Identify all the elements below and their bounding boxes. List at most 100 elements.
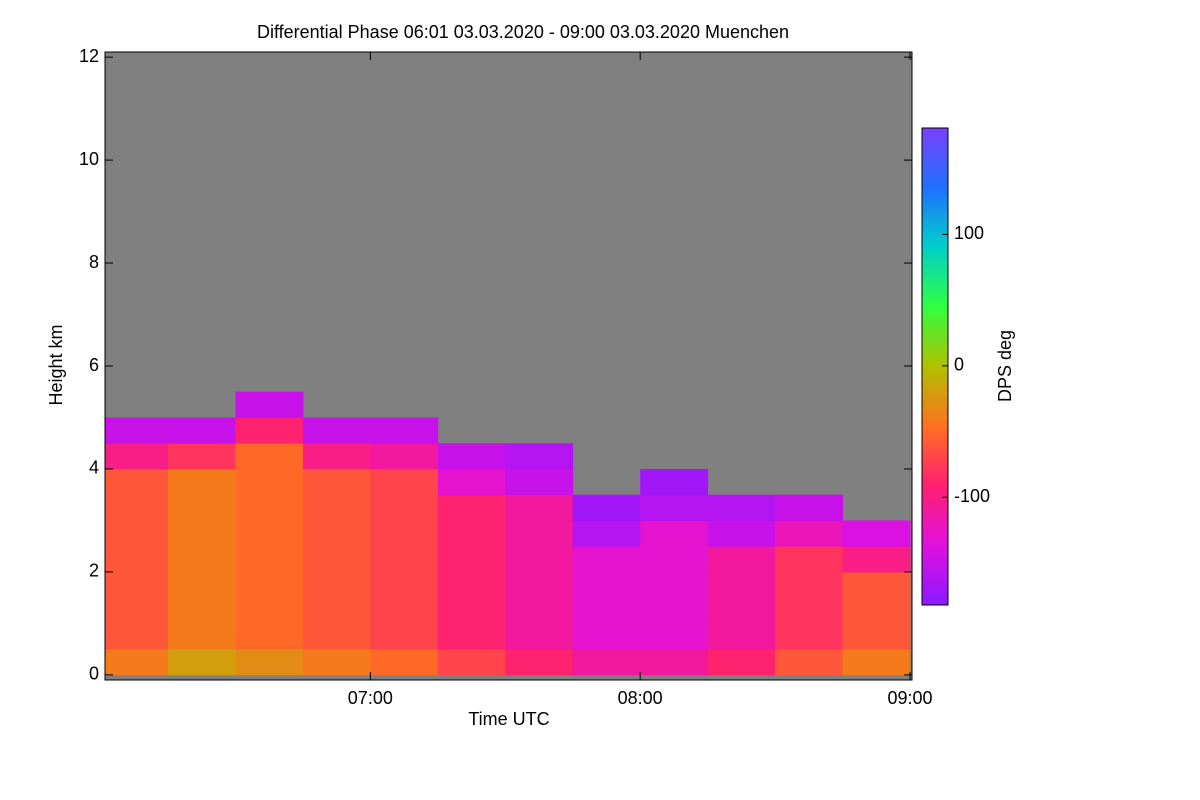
heatmap-cell <box>572 520 641 547</box>
heatmap-cell <box>505 597 574 624</box>
heatmap-cell <box>572 597 641 624</box>
heatmap-cell <box>370 623 439 650</box>
heatmap-cell <box>235 391 304 418</box>
y-tick-label: 8 <box>89 252 99 272</box>
heatmap-cell <box>370 571 439 599</box>
y-tick-label: 10 <box>79 149 99 169</box>
heatmap-cell <box>167 417 236 444</box>
heatmap-cell <box>167 649 236 676</box>
heatmap-cell <box>437 571 506 599</box>
heatmap-cell <box>105 494 169 521</box>
heatmap-cell <box>302 494 371 521</box>
heatmap-cell <box>707 623 776 650</box>
heatmap-cell <box>775 597 844 624</box>
heatmap-cell <box>505 546 574 573</box>
heatmap-cell <box>235 597 304 624</box>
heatmap-cell <box>105 571 169 599</box>
heatmap-cell <box>302 520 371 547</box>
heatmap-cell <box>235 494 304 521</box>
heatmap-cell <box>707 597 776 624</box>
heatmap-cell <box>235 623 304 650</box>
heatmap-cell <box>842 649 911 676</box>
x-axis-label: Time UTC <box>468 709 549 729</box>
heatmap-cell <box>437 494 506 521</box>
y-axis-label: Height km <box>46 324 66 405</box>
heatmap-cell <box>235 468 304 496</box>
heatmap-cell <box>707 546 776 573</box>
heatmap-cell <box>302 468 371 496</box>
heatmap-cell <box>235 520 304 547</box>
heatmap-cell <box>370 494 439 521</box>
heatmap-cell <box>302 443 371 470</box>
heatmap-cell <box>167 443 236 470</box>
colorbar-tick-label: 100 <box>954 223 984 243</box>
heatmap-cell <box>437 649 506 676</box>
heatmap-cell <box>505 494 574 521</box>
heatmap-cell <box>640 623 709 650</box>
heatmap-cell <box>167 494 236 521</box>
heatmap-cell <box>167 546 236 573</box>
heatmap-cell <box>437 623 506 650</box>
heatmap-cell <box>370 417 439 444</box>
heatmap-cell <box>235 417 304 444</box>
heatmap-cell <box>572 546 641 573</box>
y-tick-label: 2 <box>89 561 99 581</box>
heatmap-cell <box>302 623 371 650</box>
heatmap-cell <box>572 494 641 521</box>
heatmap-cell <box>505 623 574 650</box>
heatmap-cell <box>105 546 169 573</box>
heatmap-cell <box>302 649 371 676</box>
x-tick-label: 08:00 <box>618 688 663 708</box>
heatmap-cell <box>370 546 439 573</box>
colorbar-label: DPS deg <box>995 330 1015 402</box>
heatmap-cell <box>640 468 709 496</box>
heatmap-cell <box>235 649 304 676</box>
heatmap-cell <box>640 520 709 547</box>
y-tick-label: 6 <box>89 355 99 375</box>
heatmap-cell <box>640 649 709 676</box>
heatmap-cell <box>775 520 844 547</box>
heatmap-cell <box>105 520 169 547</box>
heatmap-cell <box>437 468 506 496</box>
heatmap-cell <box>775 571 844 599</box>
x-tick-label: 07:00 <box>348 688 393 708</box>
heatmap-cell <box>505 571 574 599</box>
heatmap-cell <box>572 649 641 676</box>
heatmap-cell <box>505 520 574 547</box>
heatmap-cell <box>302 417 371 444</box>
heatmap-cell <box>302 546 371 573</box>
heatmap-cell <box>437 597 506 624</box>
heatmap-cell <box>505 468 574 496</box>
heatmap-cell <box>640 546 709 573</box>
heatmap-cell <box>572 571 641 599</box>
heatmap-cell <box>105 417 169 444</box>
heatmap-cell <box>302 571 371 599</box>
heatmap-cell <box>842 597 911 624</box>
colorbar-tick-label: -100 <box>954 486 990 506</box>
heatmap-cell <box>842 571 911 599</box>
heatmap-cell <box>707 494 776 521</box>
heatmap-cell <box>707 571 776 599</box>
y-tick-label: 4 <box>89 458 99 478</box>
heatmap-cell <box>775 649 844 676</box>
heatmap-cell <box>105 649 169 676</box>
heatmap-cell <box>167 623 236 650</box>
heatmap-cell <box>167 468 236 496</box>
chart-title: Differential Phase 06:01 03.03.2020 - 09… <box>257 22 789 42</box>
heatmap-cell <box>167 571 236 599</box>
heatmap-cell <box>437 546 506 573</box>
heatmap-cell <box>640 571 709 599</box>
heatmap-cell <box>302 597 371 624</box>
heatmap-cell <box>105 468 169 496</box>
heatmap-cell <box>370 520 439 547</box>
heatmap-cell <box>370 649 439 676</box>
heatmap-cell <box>370 468 439 496</box>
heatmap-cell <box>370 443 439 470</box>
y-tick-label: 0 <box>89 664 99 684</box>
colorbar-tick-label: 0 <box>954 355 964 375</box>
heatmap-cell <box>775 494 844 521</box>
heatmap-cell <box>437 443 506 470</box>
heatmap-cell <box>235 443 304 470</box>
heatmap-cell <box>707 520 776 547</box>
